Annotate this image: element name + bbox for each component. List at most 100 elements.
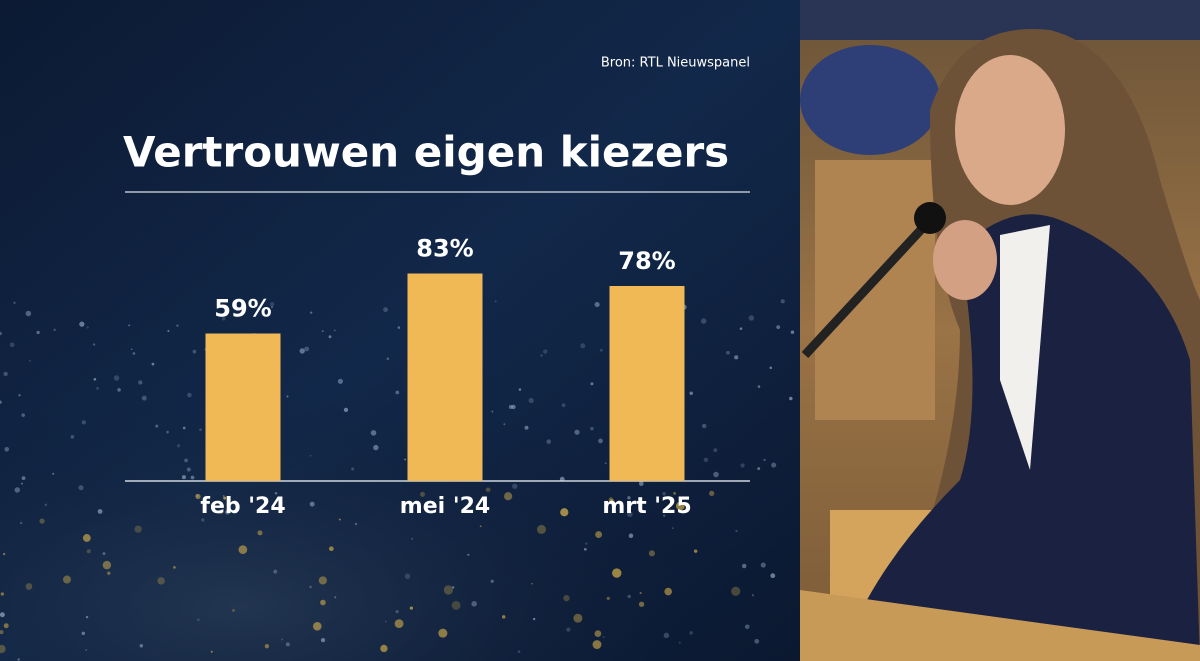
dot <box>3 371 8 377</box>
dot <box>92 343 96 346</box>
dot <box>273 569 278 574</box>
dot <box>404 573 411 580</box>
dot <box>776 325 781 330</box>
dot <box>102 552 106 556</box>
dot <box>703 457 709 463</box>
value-label: 83% <box>416 235 473 263</box>
dot <box>494 300 497 303</box>
bar <box>407 273 483 481</box>
dot <box>257 530 263 536</box>
dot <box>612 568 622 578</box>
dot <box>384 620 387 623</box>
dot <box>309 501 315 507</box>
dot <box>117 388 121 392</box>
dot <box>693 549 698 553</box>
dot <box>225 509 230 515</box>
dot <box>285 642 290 647</box>
dot <box>222 495 225 497</box>
dot <box>25 583 33 590</box>
dot <box>138 380 143 385</box>
dot <box>662 491 666 496</box>
dot <box>769 366 773 370</box>
dot <box>238 545 248 554</box>
dot <box>598 438 603 444</box>
dot <box>508 404 513 409</box>
dot <box>663 632 670 639</box>
dot <box>740 463 745 468</box>
dot <box>479 525 482 528</box>
dot <box>53 328 56 332</box>
dot <box>713 471 719 478</box>
dot <box>176 444 181 448</box>
dot <box>186 467 191 472</box>
dot <box>751 594 754 597</box>
photo-blouse <box>1000 225 1050 470</box>
dot <box>563 595 570 602</box>
dot <box>44 503 48 507</box>
dot <box>501 615 506 619</box>
dot <box>318 576 327 585</box>
dot <box>443 585 454 595</box>
dot <box>373 444 379 451</box>
dot <box>36 330 40 335</box>
dot <box>386 357 390 361</box>
dot <box>531 582 533 585</box>
dot <box>731 586 741 596</box>
dot <box>9 342 15 348</box>
dot <box>3 623 9 629</box>
dot <box>79 321 85 327</box>
dot <box>675 501 685 511</box>
dot <box>602 636 605 639</box>
dot <box>166 430 169 434</box>
dot <box>671 527 674 530</box>
plot: 59% feb '24 83% mei '24 78% mrt '25 <box>200 235 691 520</box>
x-tick-label: feb '24 <box>200 494 285 519</box>
dot <box>790 330 795 334</box>
chart-title: Vertrouwen eigen kiezers <box>123 128 729 177</box>
dot <box>182 426 186 430</box>
dot <box>18 394 21 397</box>
dot <box>770 573 776 579</box>
dot <box>490 579 494 583</box>
dot <box>409 606 414 610</box>
x-tick-label: mei '24 <box>400 494 490 519</box>
chart-panel: Bron: RTL Nieuwspanel Vertrouwen eigen k… <box>0 0 800 661</box>
dot <box>21 482 23 485</box>
dot <box>524 425 529 430</box>
dot <box>210 650 213 653</box>
dot <box>540 354 543 357</box>
dot <box>167 329 170 333</box>
dot <box>157 577 165 585</box>
dot <box>503 423 506 426</box>
dot <box>21 413 25 417</box>
dot <box>528 397 534 404</box>
dot <box>320 599 326 606</box>
dot <box>310 311 313 314</box>
dot <box>334 329 336 332</box>
photo-seats <box>800 0 1200 40</box>
dot <box>0 644 6 654</box>
photo-microphone <box>801 216 934 359</box>
dot <box>771 462 777 468</box>
dot <box>328 335 332 339</box>
dot <box>709 490 715 497</box>
dot <box>81 420 86 425</box>
dot <box>192 349 197 354</box>
dot <box>760 562 766 568</box>
dot <box>726 350 730 355</box>
dot <box>82 534 91 542</box>
dot <box>309 585 312 589</box>
dot <box>2 552 6 556</box>
dot <box>735 529 738 533</box>
dot <box>757 467 761 471</box>
dot <box>232 609 235 612</box>
dot <box>543 349 548 354</box>
dot <box>739 327 743 330</box>
dot <box>604 462 607 465</box>
dot <box>763 458 766 462</box>
dot <box>25 310 32 317</box>
dot <box>155 424 159 428</box>
dot <box>334 596 337 599</box>
dot <box>128 324 131 327</box>
